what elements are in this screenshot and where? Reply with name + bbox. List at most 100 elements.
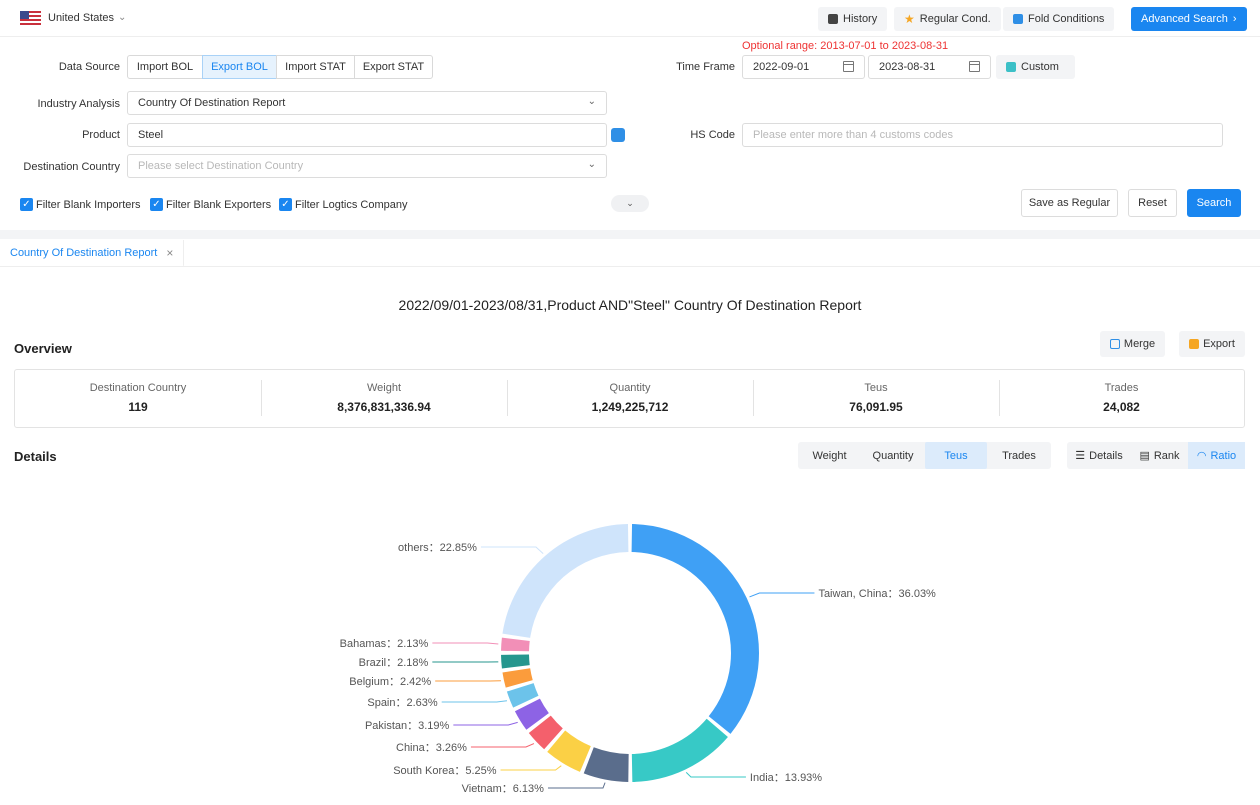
stat-value: 8,376,831,336.94: [337, 400, 431, 414]
slice-label: Vietnam：6.13%: [462, 783, 545, 795]
stat-value: 76,091.95: [849, 400, 903, 414]
country-label: United States: [48, 12, 115, 24]
chevron-down-icon: ⌄: [118, 12, 127, 23]
table-icon: ☰: [1075, 450, 1086, 462]
chevron-right-icon: ›: [1232, 13, 1237, 25]
save-as-regular-button[interactable]: Save as Regular: [1021, 189, 1118, 217]
merge-icon: [1109, 339, 1120, 349]
data-source-export-stat[interactable]: Export STAT: [354, 55, 433, 79]
custom-label: Custom: [1021, 61, 1059, 73]
chevron-down-icon: ⌄: [626, 198, 634, 208]
stat-trades: Trades 24,082: [999, 370, 1244, 427]
data-source-export-bol[interactable]: Export BOL: [202, 55, 277, 79]
metric-teus[interactable]: Teus: [925, 442, 987, 469]
merge-button[interactable]: Merge: [1100, 331, 1165, 357]
optional-range-note: Optional range: 2013-07-01 to 2023-08-31: [742, 40, 949, 52]
stat-label: Quantity: [609, 382, 651, 394]
donut-slice-others[interactable]: [502, 524, 629, 638]
calendar-icon: [969, 61, 980, 72]
donut-slice-vietnam[interactable]: [583, 747, 629, 782]
donut-chart-icon: ◠: [1196, 450, 1207, 462]
fold-icon: [1013, 14, 1023, 24]
stat-label: Trades: [1104, 382, 1139, 394]
metric-weight[interactable]: Weight: [812, 449, 847, 462]
donut-slice-india[interactable]: [631, 718, 728, 782]
product-value: Steel: [138, 129, 164, 141]
data-source-import-bol[interactable]: Import BOL: [127, 55, 203, 79]
donut-slice-belgium[interactable]: [502, 668, 533, 688]
donut-slice-pakistan[interactable]: [514, 698, 549, 730]
stat-teus: Teus 76,091.95: [753, 370, 999, 427]
leader-line: [500, 765, 562, 771]
product-search-icon[interactable]: [611, 128, 625, 142]
stat-divider: [753, 380, 754, 416]
metric-trades[interactable]: Trades: [1002, 449, 1036, 462]
star-icon: ★: [904, 12, 915, 26]
slice-label: South Korea：5.25%: [393, 765, 497, 777]
slice-label: China：3.26%: [396, 742, 467, 754]
leader-line: [685, 772, 746, 778]
overview-heading: Overview: [14, 341, 72, 356]
expand-toggle[interactable]: ⌄: [611, 195, 649, 212]
stat-label: Weight: [366, 382, 402, 394]
filter-blank-importers-checkbox[interactable]: ✓ Filter Blank Importers: [20, 198, 141, 211]
donut-slice-south-korea[interactable]: [547, 730, 591, 772]
hs-code-input[interactable]: Please enter more than 4 customs codes: [742, 123, 1223, 147]
hs-code-label: HS Code: [690, 129, 735, 141]
custom-icon: [1006, 62, 1016, 72]
stat-value: 119: [128, 400, 148, 414]
export-button[interactable]: Export: [1179, 331, 1245, 357]
tab-country-of-destination-report[interactable]: Country Of Destination Report ×: [0, 240, 185, 267]
stat-divider: [507, 380, 508, 416]
product-input[interactable]: Steel: [127, 123, 607, 147]
reset-button[interactable]: Reset: [1128, 189, 1177, 217]
date-from-input[interactable]: 2022-09-01: [742, 55, 865, 79]
filter-blank-exporters-checkbox[interactable]: ✓ Filter Blank Exporters: [150, 198, 271, 211]
date-to-input[interactable]: 2023-08-31: [868, 55, 991, 79]
view-details[interactable]: ☰ Details: [1067, 442, 1131, 469]
destination-country-placeholder: Please select Destination Country: [138, 160, 304, 172]
donut-slice-brazil[interactable]: [501, 654, 530, 669]
stat-label: Teus: [864, 382, 888, 394]
view-label: Details: [1089, 449, 1123, 462]
metric-quantity[interactable]: Quantity: [872, 449, 914, 462]
slice-label: Pakistan：3.19%: [365, 720, 450, 732]
fold-conditions-button[interactable]: Fold Conditions: [1003, 7, 1115, 31]
fold-conditions-label: Fold Conditions: [1028, 13, 1105, 25]
slice-label: Spain：2.63%: [367, 697, 438, 709]
details-heading: Details: [14, 449, 57, 464]
industry-analysis-select[interactable]: Country Of Destination Report ⌄: [127, 91, 607, 115]
slice-label: Bahamas：2.13%: [340, 638, 429, 650]
destination-country-label: Destination Country: [23, 161, 120, 173]
search-button[interactable]: Search: [1187, 189, 1241, 217]
regular-cond-label: Regular Cond.: [919, 13, 991, 25]
donut-slice-china[interactable]: [528, 715, 563, 750]
slice-label: Taiwan, China：36.03%: [818, 588, 936, 600]
hs-code-placeholder: Please enter more than 4 customs codes: [753, 129, 953, 141]
stat-value: 24,082: [1103, 400, 1140, 414]
filter-label: Filter Blank Importers: [36, 198, 141, 211]
view-ratio[interactable]: ◠ Ratio: [1188, 442, 1245, 469]
bar-chart-icon: ▤: [1139, 450, 1150, 462]
stat-value: 1,249,225,712: [591, 400, 669, 414]
filter-logistics-company-checkbox[interactable]: ✓ Filter Logtics Company: [279, 198, 408, 211]
chevron-down-icon: ⌄: [587, 159, 596, 170]
stat-divider: [999, 380, 1000, 416]
donut-slice-spain[interactable]: [506, 683, 539, 708]
industry-analysis-value: Country Of Destination Report: [138, 97, 286, 109]
advanced-search-button[interactable]: Advanced Search ›: [1131, 7, 1247, 31]
data-source-import-stat[interactable]: Import STAT: [276, 55, 355, 79]
donut-slice-taiwan-china[interactable]: [631, 524, 759, 734]
destination-country-select[interactable]: Please select Destination Country ⌄: [127, 154, 607, 178]
check-icon: ✓: [20, 198, 33, 211]
history-button[interactable]: History: [818, 7, 888, 31]
custom-button[interactable]: Custom: [996, 55, 1075, 79]
date-from-value: 2022-09-01: [753, 61, 810, 73]
tab-underline: [0, 266, 1260, 267]
view-rank[interactable]: ▤ Rank: [1131, 442, 1188, 469]
destination-ratio-donut-chart: Taiwan, China：36.03% India：13.93% Vietnam：…: [340, 524, 936, 795]
donut-slice-bahamas[interactable]: [501, 637, 530, 652]
regular-cond-button[interactable]: ★ Regular Cond.: [894, 7, 1001, 31]
product-label: Product: [82, 129, 120, 141]
close-icon[interactable]: ×: [166, 245, 174, 260]
